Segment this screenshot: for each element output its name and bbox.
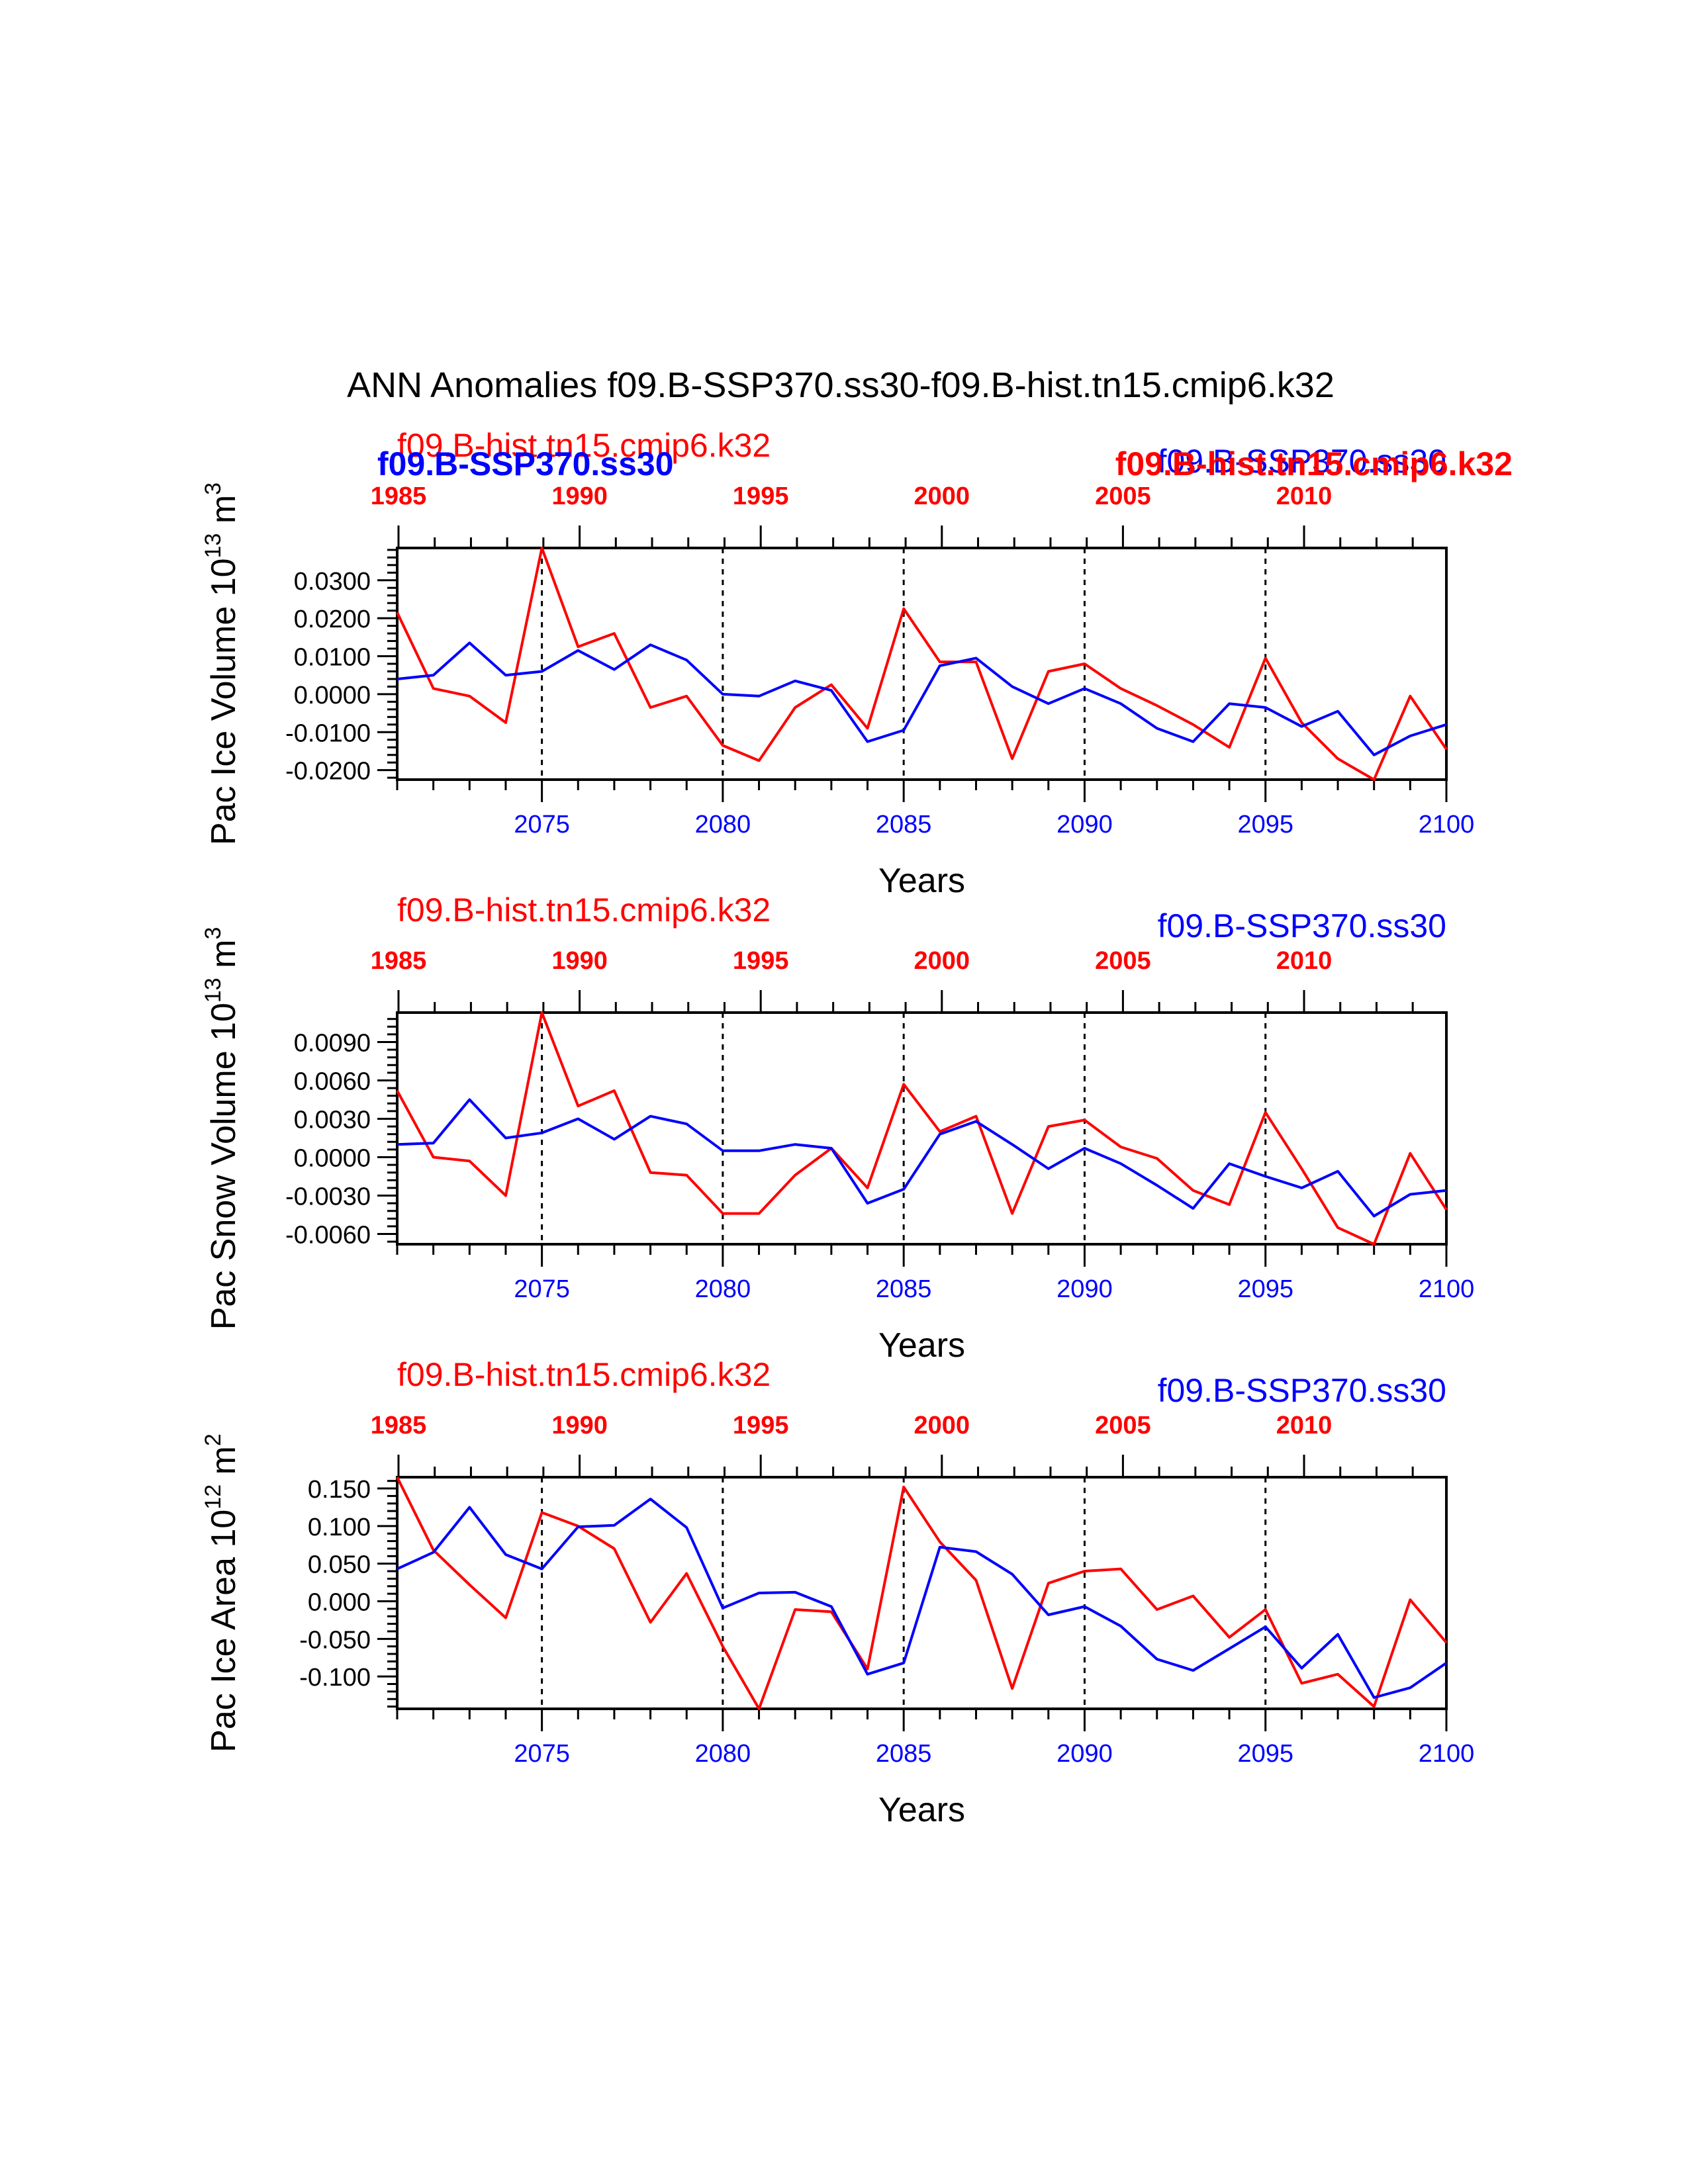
x-axis-label: Years — [878, 1326, 965, 1365]
plot-frame — [396, 1476, 1448, 1710]
y-tick-label: -0.0200 — [285, 758, 371, 786]
x-axis-label: Years — [878, 1791, 965, 1829]
top-tick-label: 1990 — [551, 1412, 608, 1439]
x-tick-label: 2080 — [695, 1275, 751, 1303]
panel-2: Pac Snow Volume 1013 m3 — [201, 927, 1448, 1330]
x-tick-label: 2080 — [695, 811, 751, 839]
y-axis-label-superscript: 12 — [201, 1484, 226, 1510]
panel-1: Pac Ice Volume 1013 m3 — [201, 482, 1448, 845]
x-tick-label: 2095 — [1237, 1275, 1293, 1303]
top-tick-label: 2000 — [914, 482, 970, 510]
case-label-red: f09.B-hist.tn15.cmip6.k32 — [397, 1356, 771, 1393]
case-label-blue-bold: f09.B-SSP370.ss30 — [377, 445, 674, 482]
top-tick-label: 2005 — [1095, 1412, 1151, 1439]
y-tick-label: 0.0090 — [294, 1029, 371, 1057]
top-tick-label: 1985 — [371, 482, 427, 510]
x-tick-label: 2100 — [1419, 1740, 1475, 1768]
y-tick-label: 0.0000 — [294, 1145, 371, 1173]
x-tick-label: 2095 — [1237, 1740, 1293, 1768]
top-tick-label: 2005 — [1095, 947, 1151, 975]
y-tick-label: -0.0100 — [285, 719, 371, 747]
y-axis-label-part: Pac Ice Area 10 — [205, 1510, 243, 1752]
y-axis-label: Pac Ice Volume 1013 m3 — [201, 482, 243, 845]
y-axis-label-part: m — [205, 940, 243, 978]
panel-3: Pac Ice Area 1012 m2 — [201, 1433, 1448, 1752]
y-tick-label: 0.0200 — [294, 606, 371, 633]
top-tick-label: 2000 — [914, 947, 970, 975]
case-label-red-bold: f09.B-hist.tn15.cmip6.k32 — [1115, 445, 1513, 482]
x-axis-label: Years — [878, 862, 965, 900]
x-tick-label: 2100 — [1419, 811, 1475, 839]
top-tick-label: 2010 — [1276, 1412, 1333, 1439]
x-tick-label: 2075 — [514, 1740, 570, 1768]
top-tick-label: 1990 — [551, 482, 608, 510]
x-tick-label: 2090 — [1056, 1740, 1113, 1768]
x-tick-label: 2090 — [1056, 811, 1113, 839]
x-tick-label: 2085 — [876, 811, 932, 839]
y-tick-label: -0.0030 — [285, 1183, 371, 1211]
y-axis-label-part: m — [205, 495, 243, 533]
top-tick-label: 1995 — [733, 482, 789, 510]
blue-series-line — [397, 641, 1447, 756]
top-tick-label: 2005 — [1095, 482, 1151, 510]
x-tick-label: 2095 — [1237, 811, 1293, 839]
top-tick-label: 2000 — [914, 1412, 970, 1439]
top-tick-label: 1985 — [371, 947, 427, 975]
case-label-red: f09.B-hist.tn15.cmip6.k32 — [397, 427, 771, 464]
x-tick-label: 2100 — [1419, 1275, 1475, 1303]
y-axis-label-part: Pac Ice Volume 10 — [205, 558, 243, 845]
top-tick-label: 1995 — [733, 1412, 789, 1439]
y-tick-label: 0.0000 — [294, 682, 371, 709]
y-axis-label: Pac Ice Area 1012 m2 — [201, 1433, 243, 1752]
case-label-blue: f09.B-SSP370.ss30 — [1158, 443, 1446, 480]
case-label-blue: f09.B-SSP370.ss30 — [1158, 907, 1446, 944]
y-axis-label-superscript: 13 — [201, 533, 226, 559]
y-axis-label: Pac Snow Volume 1013 m3 — [201, 927, 243, 1330]
y-tick-label: 0.0060 — [294, 1068, 371, 1095]
y-axis-label-superscript: 3 — [201, 927, 226, 940]
red-series-line — [396, 547, 1448, 781]
y-tick-label: -0.100 — [299, 1664, 371, 1692]
x-tick-label: 2085 — [876, 1275, 932, 1303]
y-tick-label: 0.0300 — [294, 568, 371, 596]
y-tick-label: 0.000 — [308, 1589, 371, 1617]
y-tick-label: 0.050 — [308, 1551, 371, 1579]
y-axis-label-superscript: 3 — [201, 482, 226, 495]
x-tick-label: 2080 — [695, 1740, 751, 1768]
y-axis-label-superscript: 2 — [201, 1433, 226, 1446]
blue-series-line — [397, 1498, 1448, 1699]
y-tick-label: 0.100 — [308, 1514, 371, 1541]
figure-title: ANN Anomalies f09.B-SSP370.ss30-f09.B-hi… — [347, 365, 1335, 405]
y-axis-label-part: m — [205, 1446, 243, 1484]
x-tick-label: 2085 — [876, 1740, 932, 1768]
top-tick-label: 1990 — [551, 947, 608, 975]
top-tick-label: 2010 — [1276, 947, 1333, 975]
plot-frame — [396, 1011, 1448, 1246]
y-tick-label: 0.0100 — [294, 644, 371, 672]
red-series-line — [396, 1477, 1448, 1710]
case-label-red: f09.B-hist.tn15.cmip6.k32 — [397, 891, 771, 929]
x-tick-label: 2090 — [1056, 1275, 1113, 1303]
x-tick-label: 2075 — [514, 811, 570, 839]
y-axis-label-superscript: 13 — [201, 978, 226, 1003]
y-axis-label-part: Pac Snow Volume 10 — [205, 1003, 243, 1330]
case-label-blue: f09.B-SSP370.ss30 — [1158, 1372, 1446, 1409]
blue-series-line — [397, 1098, 1447, 1218]
y-tick-label: -0.0060 — [285, 1222, 371, 1250]
y-tick-label: -0.050 — [299, 1626, 371, 1654]
x-tick-label: 2075 — [514, 1275, 570, 1303]
y-tick-label: 0.150 — [308, 1476, 371, 1504]
top-tick-label: 1985 — [371, 1412, 427, 1439]
red-series-line — [396, 1011, 1448, 1246]
top-tick-label: 1995 — [733, 947, 789, 975]
top-tick-label: 2010 — [1276, 482, 1333, 510]
y-tick-label: 0.0030 — [294, 1106, 371, 1134]
